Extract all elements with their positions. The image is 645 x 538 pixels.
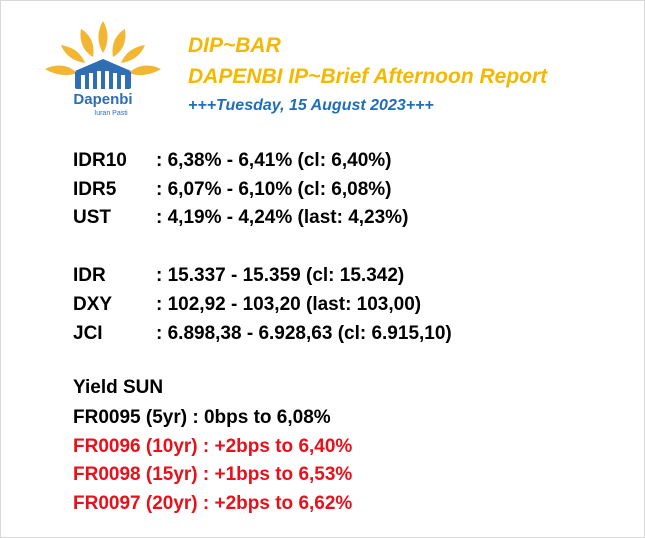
logo-name: Dapenbi	[73, 91, 132, 108]
row-value: : 4,19% - 4,24% (last: 4,23%)	[156, 207, 409, 228]
row-label: DXY	[73, 294, 113, 315]
row-label: IDR10	[73, 150, 127, 171]
data-row: IDR : 15.337 - 15.359 (cl: 15.342)	[73, 265, 404, 287]
logo: Dapenbi Iuran Pasti	[45, 21, 161, 117]
subtitle: DAPENBI IP~Brief Afternoon Report	[188, 65, 548, 88]
yield-line: FR0096 (10yr) : +2bps to 6,40%	[73, 436, 353, 457]
title: DIP~BAR	[188, 34, 281, 57]
row-value: : 6,38% - 6,41% (cl: 6,40%)	[156, 150, 392, 171]
row-label: IDR5	[73, 179, 117, 200]
row-label: JCI	[73, 323, 103, 344]
data-row: DXY : 102,92 - 103,20 (last: 103,00)	[73, 294, 421, 316]
data-row: UST : 4,19% - 4,24% (last: 4,23%)	[73, 207, 408, 229]
data-row: IDR10 : 6,38% - 6,41% (cl: 6,40%)	[73, 150, 392, 172]
yield-line: FR0095 (5yr) : 0bps to 6,08%	[73, 407, 331, 428]
data-row: IDR5 : 6,07% - 6,10% (cl: 6,08%)	[73, 179, 392, 201]
yield-row: FR0096 (10yr) : +2bps to 6,40%	[73, 436, 352, 458]
yield-row: FR0097 (20yr) : +2bps to 6,62%	[73, 493, 352, 515]
row-value: : 6.898,38 - 6.928,63 (cl: 6.915,10)	[156, 323, 452, 344]
row-label: UST	[73, 207, 111, 228]
data-row: JCI : 6.898,38 - 6.928,63 (cl: 6.915,10)	[73, 323, 452, 345]
row-value: : 6,07% - 6,10% (cl: 6,08%)	[156, 179, 392, 200]
section-title-text: Yield SUN	[73, 377, 164, 398]
yield-line: FR0097 (20yr) : +2bps to 6,62%	[73, 493, 353, 514]
yield-line: FR0098 (15yr) : +1bps to 6,53%	[73, 464, 353, 485]
row-label: IDR	[73, 265, 106, 286]
row-value: : 102,92 - 103,20 (last: 103,00)	[156, 294, 422, 315]
logo-tagline: Iuran Pasti	[94, 110, 128, 117]
section-title: Yield SUN	[73, 377, 163, 399]
date: +++Tuesday, 15 August 2023+++	[188, 97, 434, 114]
row-value: : 15.337 - 15.359 (cl: 15.342)	[156, 265, 405, 286]
yield-row: FR0098 (15yr) : +1bps to 6,53%	[73, 464, 352, 486]
yield-row: FR0095 (5yr) : 0bps to 6,08%	[73, 407, 331, 429]
